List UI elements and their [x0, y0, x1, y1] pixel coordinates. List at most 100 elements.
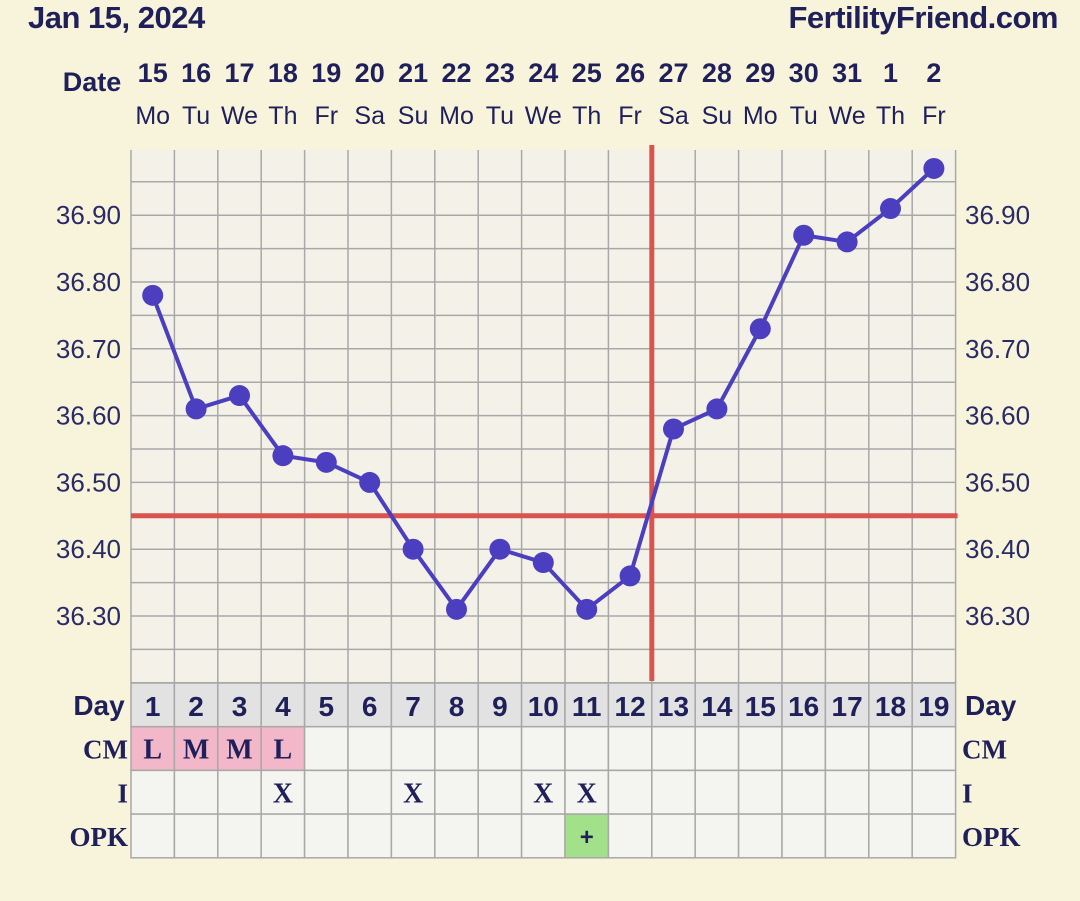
- cm-row-label-right: CM: [962, 735, 1007, 765]
- opk-cell: [911, 813, 957, 859]
- temperature-point[interactable]: [663, 418, 684, 440]
- cm-cell: [911, 725, 957, 772]
- temperature-point[interactable]: [706, 398, 728, 420]
- day-row-label-right: Day: [965, 690, 1017, 721]
- opk-cell: [737, 813, 783, 859]
- weekday-label: Sa: [658, 102, 689, 130]
- cm-cell: [868, 725, 913, 772]
- day-number: 3: [232, 691, 248, 722]
- opk-cell: [347, 813, 393, 859]
- intercourse-cell: [390, 769, 436, 815]
- day-cell: [824, 682, 870, 728]
- weekday-label: Tu: [790, 102, 818, 130]
- weekday-label: Mo: [439, 102, 474, 130]
- intercourse-cell: [824, 769, 870, 815]
- day-number: 13: [658, 691, 689, 722]
- temperature-point[interactable]: [576, 598, 598, 620]
- intercourse-cell: [303, 769, 349, 815]
- day-cell: [477, 682, 523, 728]
- cm-cell: [390, 725, 436, 772]
- date-label: 27: [658, 58, 688, 88]
- weekday-label: Tu: [182, 102, 210, 130]
- opk-cell: [390, 813, 436, 859]
- date-label: 23: [485, 58, 515, 88]
- opk-cell: [260, 813, 306, 859]
- temperature-point[interactable]: [142, 284, 164, 306]
- day-number: 12: [615, 691, 646, 722]
- temperature-point[interactable]: [359, 471, 381, 493]
- y-tick-label-left: 36.80: [56, 267, 121, 297]
- y-tick-label-right: 36.90: [965, 200, 1030, 230]
- temperature-point[interactable]: [272, 445, 294, 467]
- day-number: 2: [188, 691, 204, 722]
- temperature-point[interactable]: [619, 565, 641, 587]
- intercourse-row-label-right: I: [962, 778, 973, 808]
- day-cell: [390, 682, 436, 728]
- intercourse-cell: [260, 769, 306, 815]
- day-number: 15: [745, 691, 776, 722]
- cm-cell: [607, 725, 653, 772]
- y-tick-label-left: 36.30: [56, 601, 121, 631]
- opk-row-label-right: OPK: [962, 822, 1021, 852]
- cm-cell: [564, 725, 610, 772]
- site-name[interactable]: FertilityFriend.com: [788, 0, 1058, 35]
- temperature-point[interactable]: [749, 318, 771, 340]
- date-label: 28: [702, 58, 732, 88]
- opk-cell: [651, 813, 696, 859]
- y-tick-label-left: 36.50: [56, 467, 121, 497]
- temperature-point[interactable]: [880, 198, 901, 220]
- date-label: 19: [311, 58, 341, 88]
- y-tick-label-left: 36.70: [56, 334, 121, 364]
- temperature-point[interactable]: [446, 598, 467, 620]
- cm-cell: [173, 725, 219, 772]
- cm-mark: L: [143, 735, 162, 766]
- y-tick-label-left: 36.40: [56, 534, 121, 564]
- temperature-point[interactable]: [229, 385, 250, 407]
- cm-mark: L: [274, 735, 293, 766]
- y-tick-label-right: 36.70: [965, 334, 1030, 364]
- intercourse-cell: [347, 769, 393, 815]
- cm-cell: [824, 725, 870, 772]
- weekday-label: Mo: [743, 102, 778, 130]
- temperature-point[interactable]: [489, 538, 511, 560]
- day-cell: [347, 682, 393, 728]
- cm-cell: [651, 725, 696, 772]
- y-tick-label-right: 36.30: [965, 601, 1030, 631]
- weekday-label: Fr: [922, 102, 946, 130]
- day-cell: [781, 682, 827, 728]
- temperature-point[interactable]: [185, 398, 207, 420]
- opk-cell: [520, 813, 566, 859]
- intercourse-mark: X: [403, 778, 423, 809]
- day-number: 16: [788, 691, 819, 722]
- day-cell: [173, 682, 219, 728]
- intercourse-cell: [477, 769, 523, 815]
- temperature-point[interactable]: [836, 231, 858, 253]
- weekday-label: Th: [876, 102, 905, 130]
- cm-cell: [737, 725, 783, 772]
- day-number: 10: [528, 691, 559, 722]
- day-number: 7: [405, 691, 421, 722]
- cm-cell: [477, 725, 523, 772]
- temperature-point[interactable]: [923, 157, 945, 179]
- intercourse-cell: [434, 769, 479, 815]
- temperature-point[interactable]: [532, 552, 554, 574]
- day-number: 6: [362, 691, 378, 722]
- cm-row-label-left: CM: [83, 735, 128, 765]
- temperature-point[interactable]: [402, 538, 424, 560]
- intercourse-cell: [564, 769, 610, 815]
- day-cell: [651, 682, 696, 728]
- temperature-point[interactable]: [793, 224, 815, 246]
- opk-row-label-left: OPK: [70, 822, 129, 852]
- day-number: 18: [875, 691, 906, 722]
- day-number: 17: [832, 691, 863, 722]
- intercourse-cell: [607, 769, 653, 815]
- intercourse-cell: [737, 769, 783, 815]
- date-label: 25: [572, 58, 602, 88]
- day-number: 9: [492, 691, 508, 722]
- chart-date: Jan 15, 2024: [28, 0, 205, 35]
- temperature-point[interactable]: [315, 451, 337, 473]
- date-label: 15: [138, 58, 168, 88]
- y-tick-label-right: 36.80: [965, 267, 1030, 297]
- day-cell: [911, 682, 957, 728]
